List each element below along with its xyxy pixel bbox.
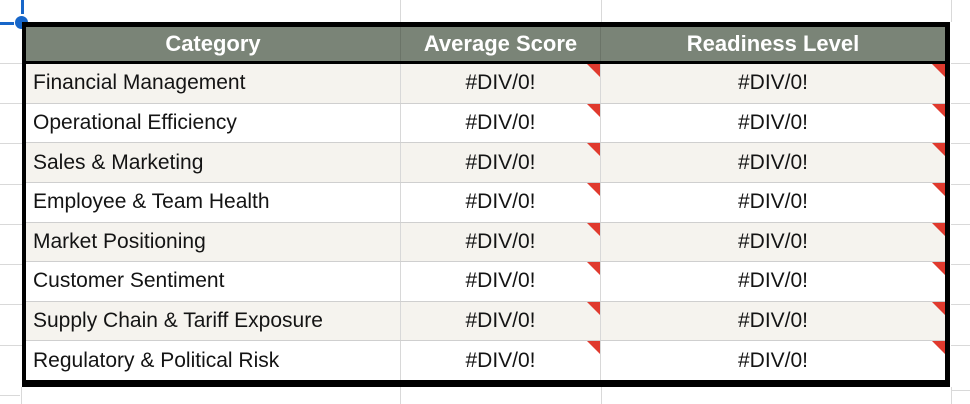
error-flag-icon bbox=[587, 341, 600, 355]
average-score-cell[interactable]: #DIV/0! bbox=[400, 143, 600, 182]
gridline bbox=[951, 304, 970, 305]
average-score-cell[interactable]: #DIV/0! bbox=[400, 182, 600, 222]
error-value: #DIV/0! bbox=[737, 229, 809, 253]
gridline bbox=[951, 143, 970, 144]
error-value: #DIV/0! bbox=[737, 71, 809, 95]
table-row: Financial Management #DIV/0! #DIV/0! bbox=[26, 64, 945, 103]
gridline bbox=[951, 103, 970, 104]
table-row: Operational Efficiency #DIV/0! #DIV/0! bbox=[26, 102, 945, 143]
error-value: #DIV/0! bbox=[465, 348, 536, 372]
gridline bbox=[0, 63, 22, 64]
average-score-cell[interactable]: #DIV/0! bbox=[400, 103, 600, 143]
gridline bbox=[21, 387, 22, 404]
readiness-level-cell[interactable]: #DIV/0! bbox=[600, 103, 945, 143]
gridline bbox=[951, 184, 970, 185]
header-cell-readiness-level[interactable]: Readiness Level bbox=[600, 27, 945, 61]
error-value: #DIV/0! bbox=[737, 309, 809, 333]
table-row: Employee & Team Health #DIV/0! #DIV/0! bbox=[26, 181, 945, 222]
gridline bbox=[0, 264, 22, 265]
table-row: Sales & Marketing #DIV/0! #DIV/0! bbox=[26, 142, 945, 182]
error-value: #DIV/0! bbox=[737, 348, 809, 372]
error-flag-icon bbox=[587, 182, 600, 196]
average-score-cell[interactable]: #DIV/0! bbox=[400, 262, 600, 301]
error-value: #DIV/0! bbox=[465, 110, 536, 134]
category-cell[interactable]: Operational Efficiency bbox=[33, 110, 237, 134]
gridline bbox=[951, 345, 970, 346]
readiness-level-cell[interactable]: #DIV/0! bbox=[600, 222, 945, 262]
table-row: Market Positioning #DIV/0! #DIV/0! bbox=[26, 221, 945, 262]
table-body: Financial Management #DIV/0! #DIV/0! Ope… bbox=[26, 64, 945, 380]
readiness-level-cell[interactable]: #DIV/0! bbox=[600, 341, 945, 380]
readiness-level-cell[interactable]: #DIV/0! bbox=[600, 143, 945, 182]
gridline bbox=[601, 387, 602, 404]
average-score-cell[interactable]: #DIV/0! bbox=[400, 341, 600, 380]
error-flag-icon bbox=[932, 64, 945, 77]
error-flag-icon bbox=[932, 143, 945, 157]
gridline bbox=[951, 387, 952, 404]
average-score-cell[interactable]: #DIV/0! bbox=[400, 222, 600, 262]
gridline bbox=[951, 390, 970, 391]
error-flag-icon bbox=[932, 262, 945, 276]
gridline bbox=[951, 264, 970, 265]
readiness-level-cell[interactable]: #DIV/0! bbox=[600, 301, 945, 341]
header-cell-average-score[interactable]: Average Score bbox=[400, 27, 600, 61]
average-score-cell[interactable]: #DIV/0! bbox=[400, 64, 600, 103]
gridline bbox=[0, 345, 22, 346]
readiness-level-cell[interactable]: #DIV/0! bbox=[600, 64, 945, 103]
error-flag-icon bbox=[932, 341, 945, 355]
gridline bbox=[0, 224, 22, 225]
gridline bbox=[951, 0, 952, 22]
readiness-summary-table: Category Average Score Readiness Level F… bbox=[22, 22, 950, 387]
error-value: #DIV/0! bbox=[465, 190, 536, 214]
error-value: #DIV/0! bbox=[737, 190, 809, 214]
error-flag-icon bbox=[932, 182, 945, 196]
error-flag-icon bbox=[587, 262, 600, 276]
category-cell[interactable]: Customer Sentiment bbox=[33, 269, 225, 293]
category-cell[interactable]: Employee & Team Health bbox=[33, 190, 270, 214]
gridline bbox=[951, 63, 970, 64]
error-flag-icon bbox=[932, 103, 945, 117]
selection-guide-line bbox=[0, 22, 14, 25]
error-value: #DIV/0! bbox=[465, 71, 536, 95]
gridline bbox=[601, 0, 602, 22]
error-value: #DIV/0! bbox=[737, 110, 809, 134]
error-flag-icon bbox=[587, 103, 600, 117]
table-row: Customer Sentiment #DIV/0! #DIV/0! bbox=[26, 261, 945, 301]
gridline bbox=[0, 184, 22, 185]
gridline bbox=[0, 143, 22, 144]
error-flag-icon bbox=[587, 64, 600, 77]
error-flag-icon bbox=[587, 301, 600, 315]
table-row: Supply Chain & Tariff Exposure #DIV/0! #… bbox=[26, 300, 945, 341]
category-cell[interactable]: Financial Management bbox=[33, 71, 246, 95]
error-flag-icon bbox=[932, 222, 945, 236]
category-cell[interactable]: Market Positioning bbox=[33, 229, 206, 253]
category-cell[interactable]: Regulatory & Political Risk bbox=[33, 348, 280, 372]
error-flag-icon bbox=[587, 143, 600, 157]
error-value: #DIV/0! bbox=[465, 150, 536, 174]
category-cell[interactable]: Sales & Marketing bbox=[33, 150, 204, 174]
error-flag-icon bbox=[932, 301, 945, 315]
gridline bbox=[400, 387, 401, 404]
selection-guide-line bbox=[21, 0, 24, 14]
table-row: Regulatory & Political Risk #DIV/0! #DIV… bbox=[26, 340, 945, 380]
error-value: #DIV/0! bbox=[465, 269, 536, 293]
readiness-level-cell[interactable]: #DIV/0! bbox=[600, 182, 945, 222]
header-cell-category[interactable]: Category bbox=[165, 31, 261, 56]
error-value: #DIV/0! bbox=[465, 229, 536, 253]
error-value: #DIV/0! bbox=[737, 269, 809, 293]
gridline bbox=[0, 103, 22, 104]
error-flag-icon bbox=[587, 222, 600, 236]
error-value: #DIV/0! bbox=[465, 309, 536, 333]
gridline bbox=[400, 0, 401, 22]
average-score-cell[interactable]: #DIV/0! bbox=[400, 301, 600, 341]
readiness-level-cell[interactable]: #DIV/0! bbox=[600, 262, 945, 301]
error-value: #DIV/0! bbox=[737, 150, 809, 174]
category-cell[interactable]: Supply Chain & Tariff Exposure bbox=[33, 309, 323, 333]
gridline bbox=[0, 304, 22, 305]
gridline bbox=[0, 395, 20, 396]
gridline bbox=[951, 224, 970, 225]
table-header-row: Category Average Score Readiness Level bbox=[26, 27, 945, 64]
